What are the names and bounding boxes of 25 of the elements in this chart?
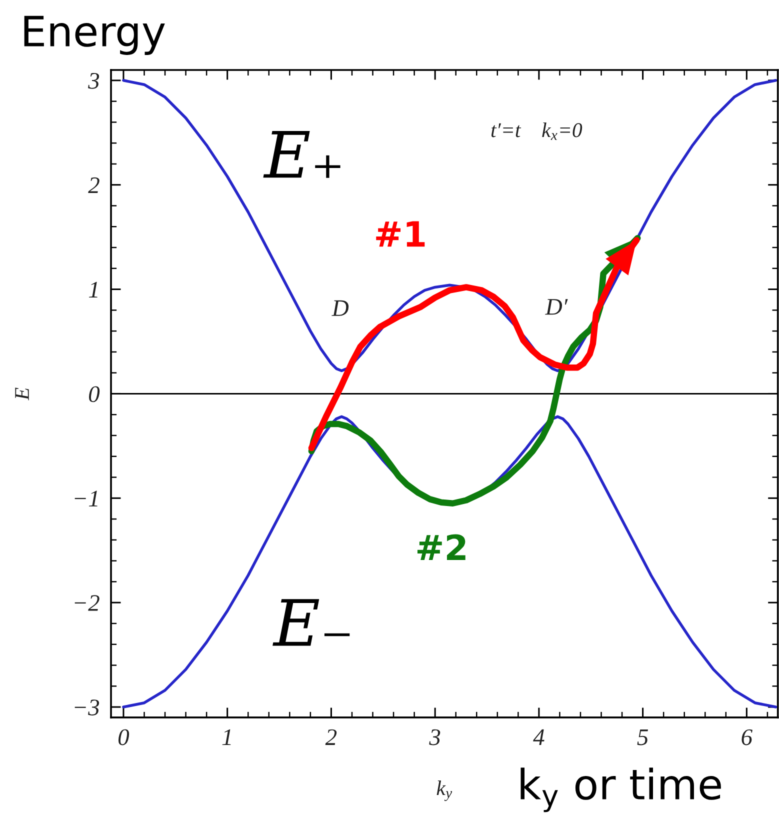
y-tick-label: −3 — [74, 700, 100, 716]
x-axis-title: k$_{y}$ — [436, 780, 452, 802]
y-tick-label: −2 — [74, 595, 100, 611]
y-tick-label: 2 — [88, 177, 100, 194]
annotation: D — [332, 300, 349, 316]
x-tick-label: 5 — [637, 729, 648, 746]
y-tick-label: 1 — [88, 282, 98, 298]
series-label: E₊ — [263, 131, 340, 178]
x-tick-label: 3 — [429, 729, 440, 746]
x-tick-label: 4 — [533, 729, 544, 745]
y-tick-label: −1 — [74, 490, 98, 506]
annotation: t′=t k$_{x}$=0 — [491, 122, 582, 140]
series-label: E₋ — [272, 599, 350, 646]
x-tick-label: 6 — [742, 729, 752, 746]
annotation: D′ — [545, 299, 568, 315]
series-label: #2 — [417, 534, 466, 560]
text: k$_{y}$ or time — [520, 768, 721, 812]
series-label: #1 — [376, 221, 425, 247]
x-tick-label: 1 — [222, 729, 231, 745]
y-tick-label: 0 — [89, 386, 100, 402]
x-tick-label: 0 — [118, 729, 130, 746]
x-tick-label: 2 — [325, 729, 337, 745]
y-tick-label: 3 — [88, 72, 100, 89]
y-axis-title: E — [15, 388, 29, 400]
text: Energy — [24, 16, 165, 55]
